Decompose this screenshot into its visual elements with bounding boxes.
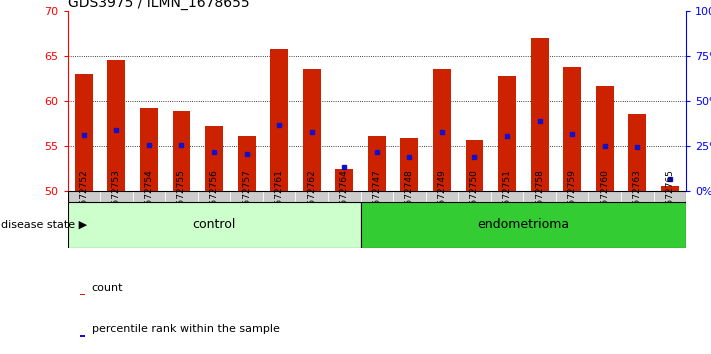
Text: GSM572763: GSM572763 — [633, 169, 642, 224]
Bar — [75, 74, 92, 191]
FancyBboxPatch shape — [68, 191, 100, 202]
Text: disease state ▶: disease state ▶ — [1, 220, 87, 230]
FancyBboxPatch shape — [426, 191, 458, 202]
Text: GSM572764: GSM572764 — [340, 169, 349, 224]
Text: GSM572747: GSM572747 — [373, 169, 381, 224]
Text: GSM572752: GSM572752 — [80, 169, 88, 224]
Text: GSM572753: GSM572753 — [112, 169, 121, 224]
FancyBboxPatch shape — [133, 191, 165, 202]
FancyBboxPatch shape — [68, 202, 360, 248]
Text: control: control — [193, 218, 236, 231]
Text: GSM572756: GSM572756 — [210, 169, 218, 224]
Text: GSM572748: GSM572748 — [405, 169, 414, 224]
Text: GSM572755: GSM572755 — [177, 169, 186, 224]
Bar — [270, 50, 288, 191]
Text: GSM572765: GSM572765 — [665, 169, 674, 224]
Text: GSM572750: GSM572750 — [470, 169, 479, 224]
Bar — [237, 136, 255, 191]
Text: GDS3975 / ILMN_1678655: GDS3975 / ILMN_1678655 — [68, 0, 249, 10]
Bar — [563, 67, 581, 191]
FancyBboxPatch shape — [556, 191, 589, 202]
Text: GSM572757: GSM572757 — [242, 169, 251, 224]
Bar — [498, 76, 516, 191]
Bar — [80, 293, 85, 295]
FancyBboxPatch shape — [523, 191, 556, 202]
FancyBboxPatch shape — [100, 191, 133, 202]
Text: GSM572760: GSM572760 — [600, 169, 609, 224]
Bar — [596, 86, 614, 191]
Text: GSM572751: GSM572751 — [503, 169, 511, 224]
FancyBboxPatch shape — [263, 191, 296, 202]
Text: GSM572759: GSM572759 — [567, 169, 577, 224]
Bar — [80, 335, 85, 337]
FancyBboxPatch shape — [458, 191, 491, 202]
FancyBboxPatch shape — [165, 191, 198, 202]
Bar — [107, 60, 125, 191]
Text: GSM572762: GSM572762 — [307, 169, 316, 224]
Bar — [205, 126, 223, 191]
Text: endometrioma: endometrioma — [477, 218, 570, 231]
Bar — [400, 138, 418, 191]
Bar — [140, 108, 158, 191]
Text: count: count — [92, 283, 123, 293]
Bar — [466, 140, 483, 191]
FancyBboxPatch shape — [360, 191, 393, 202]
FancyBboxPatch shape — [621, 191, 653, 202]
Bar — [661, 186, 679, 191]
Bar — [173, 111, 191, 191]
Text: GSM572754: GSM572754 — [144, 169, 154, 224]
FancyBboxPatch shape — [198, 191, 230, 202]
FancyBboxPatch shape — [296, 191, 328, 202]
Bar — [336, 169, 353, 191]
Bar — [530, 38, 549, 191]
FancyBboxPatch shape — [491, 191, 523, 202]
FancyBboxPatch shape — [360, 202, 686, 248]
FancyBboxPatch shape — [589, 191, 621, 202]
Bar — [433, 69, 451, 191]
Text: GSM572758: GSM572758 — [535, 169, 544, 224]
FancyBboxPatch shape — [393, 191, 426, 202]
Bar — [368, 136, 386, 191]
Text: GSM572761: GSM572761 — [274, 169, 284, 224]
FancyBboxPatch shape — [230, 191, 263, 202]
Text: GSM572749: GSM572749 — [437, 169, 447, 224]
Text: percentile rank within the sample: percentile rank within the sample — [92, 324, 279, 334]
FancyBboxPatch shape — [653, 191, 686, 202]
Bar — [629, 114, 646, 191]
Bar — [303, 69, 321, 191]
FancyBboxPatch shape — [328, 191, 360, 202]
